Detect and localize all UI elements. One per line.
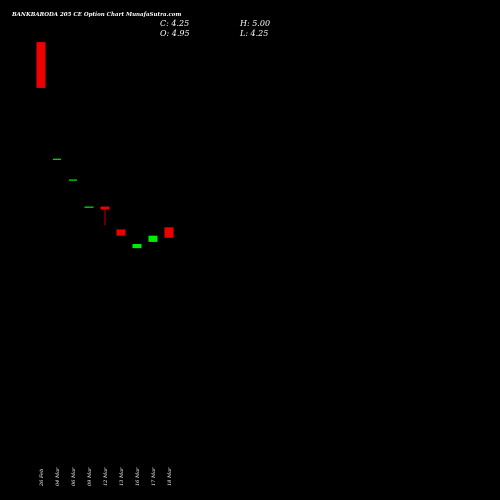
candle-body — [116, 229, 126, 236]
chart-title: BANKBARODA 205 CE Option Chart MunafaSut… — [11, 12, 181, 18]
x-tick-label: 12 Mar — [103, 467, 109, 486]
x-tick-label: 16 Mar — [135, 467, 141, 486]
candle-body — [164, 227, 174, 238]
x-axis-ticks: 26 Feb 04 Mar 06 Mar 09 Mar 12 Mar 13 Mar 16 M… — [39, 467, 173, 487]
x-tick-label: 04 Mar — [55, 467, 61, 486]
x-tick-label: 09 Mar — [87, 467, 93, 486]
candle-body — [132, 244, 142, 249]
candle — [116, 229, 126, 236]
candle-body — [36, 42, 46, 88]
candle-body — [100, 206, 110, 210]
candle — [84, 206, 94, 208]
x-tick-label: 13 Mar — [119, 467, 125, 486]
open-readout: O: 4.95 — [160, 29, 190, 38]
candle — [53, 158, 61, 160]
candle-body — [69, 179, 77, 181]
x-tick-label: 06 Mar — [71, 467, 77, 486]
x-tick-label: 17 Mar — [151, 467, 157, 486]
candle — [164, 227, 174, 238]
candle-body — [148, 235, 158, 242]
close-readout: C: 4.25 — [160, 19, 189, 28]
candle — [132, 244, 142, 249]
candle — [69, 179, 77, 181]
x-tick-label: 26 Feb — [39, 469, 45, 487]
high-readout: H: 5.00 — [239, 19, 270, 28]
candle — [148, 235, 158, 242]
x-tick-label: 18 Mar — [167, 467, 173, 486]
candle — [100, 206, 110, 226]
candle-body — [53, 158, 61, 160]
candles — [36, 42, 174, 249]
candle-body — [84, 206, 94, 208]
candle — [36, 42, 46, 88]
low-readout: L: 4.25 — [239, 29, 268, 38]
